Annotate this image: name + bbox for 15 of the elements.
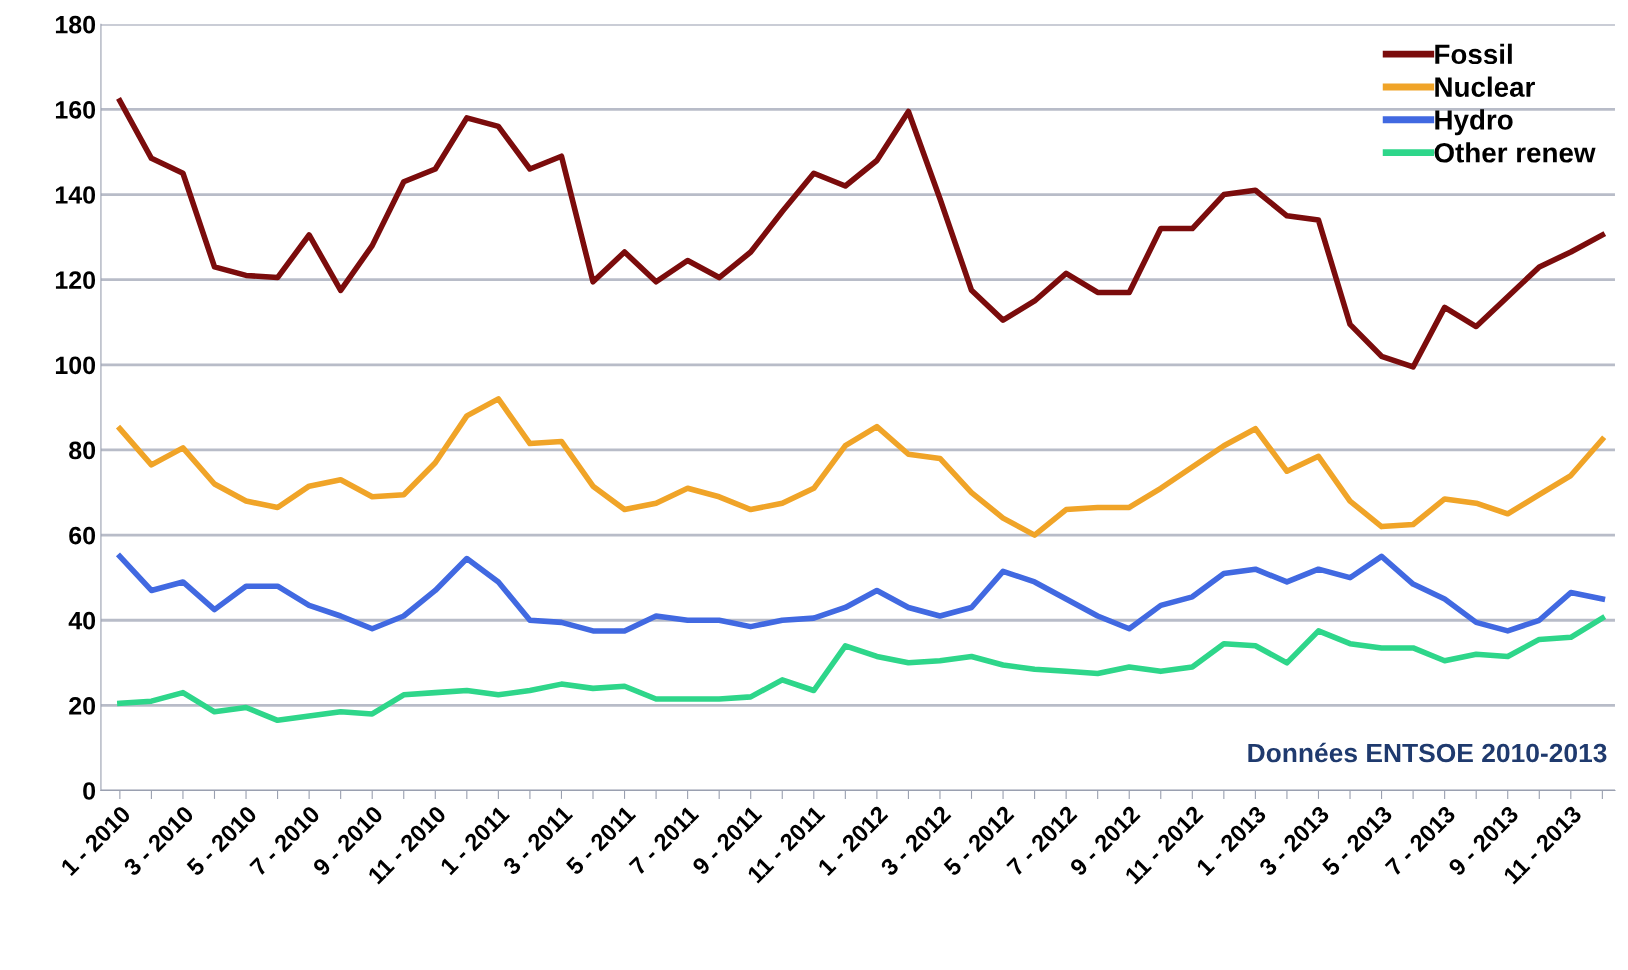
y-tick-label: 60 (69, 526, 96, 545)
y-tick-label: 120 (55, 271, 96, 289)
y-tick-label: 80 (69, 441, 96, 460)
legend-label: Other renew (1434, 142, 1596, 163)
annotation: Données ENTSOE 2010-2013 (1248, 742, 1607, 763)
y-tick-label: 140 (55, 186, 96, 204)
y-tick-label: 160 (55, 101, 96, 119)
legend-label: Hydro (1435, 109, 1513, 136)
y-tick-label: 180 (55, 15, 96, 34)
legend-label: Nuclear (1435, 76, 1535, 97)
y-tick-label: 40 (68, 611, 96, 630)
y-tick-label: 20 (69, 697, 96, 715)
legend-label: Fossil (1435, 43, 1512, 65)
y-tick-label: 0 (83, 782, 96, 800)
y-tick-label: 100 (55, 356, 96, 375)
